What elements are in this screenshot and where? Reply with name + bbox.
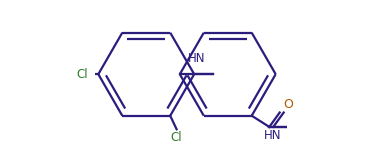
Text: O: O bbox=[284, 98, 293, 111]
Text: HN: HN bbox=[188, 52, 205, 65]
Text: Cl: Cl bbox=[76, 68, 88, 81]
Text: HN: HN bbox=[264, 129, 281, 141]
Text: Cl: Cl bbox=[171, 131, 183, 144]
